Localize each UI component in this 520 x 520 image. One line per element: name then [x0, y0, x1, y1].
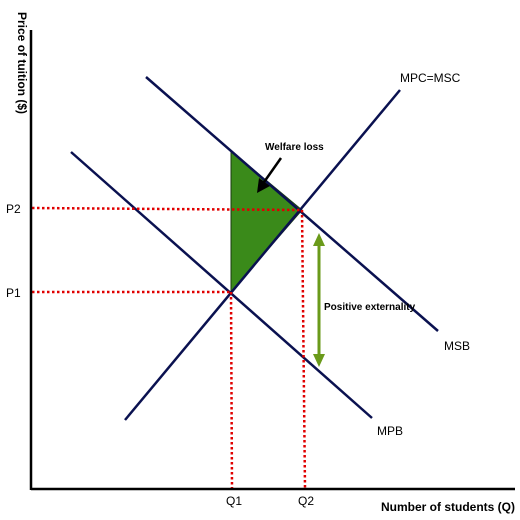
q2-label: Q2: [298, 494, 314, 508]
x-axis-title: Number of students (Q): [381, 500, 515, 514]
mpc-msc-curve: [124, 89, 401, 421]
mpc-msc-label: MPC=MSC: [400, 71, 461, 85]
y-axis-title: Price of tuition ($): [15, 12, 29, 114]
welfare-loss-label: Welfare loss: [265, 142, 324, 153]
p1-label: P1: [6, 286, 21, 300]
p2-guide-line: [31, 206, 303, 212]
welfare-loss-pointer: [260, 157, 283, 186]
welfare-loss-pointer-head: [257, 178, 270, 193]
q2-guide-line: [300, 209, 307, 489]
mpb-label: MPB: [377, 424, 403, 438]
positive-externality-label: Positive externality: [324, 302, 416, 313]
q1-guide-line: [229, 291, 234, 489]
q1-label: Q1: [226, 494, 242, 508]
msb-curve: [145, 76, 439, 332]
externality-arrowhead-bottom: [313, 354, 325, 367]
mpb-curve: [70, 151, 373, 419]
p2-label: P2: [6, 202, 21, 216]
msb-label: MSB: [444, 339, 470, 353]
externality-arrowhead-top: [313, 233, 325, 246]
